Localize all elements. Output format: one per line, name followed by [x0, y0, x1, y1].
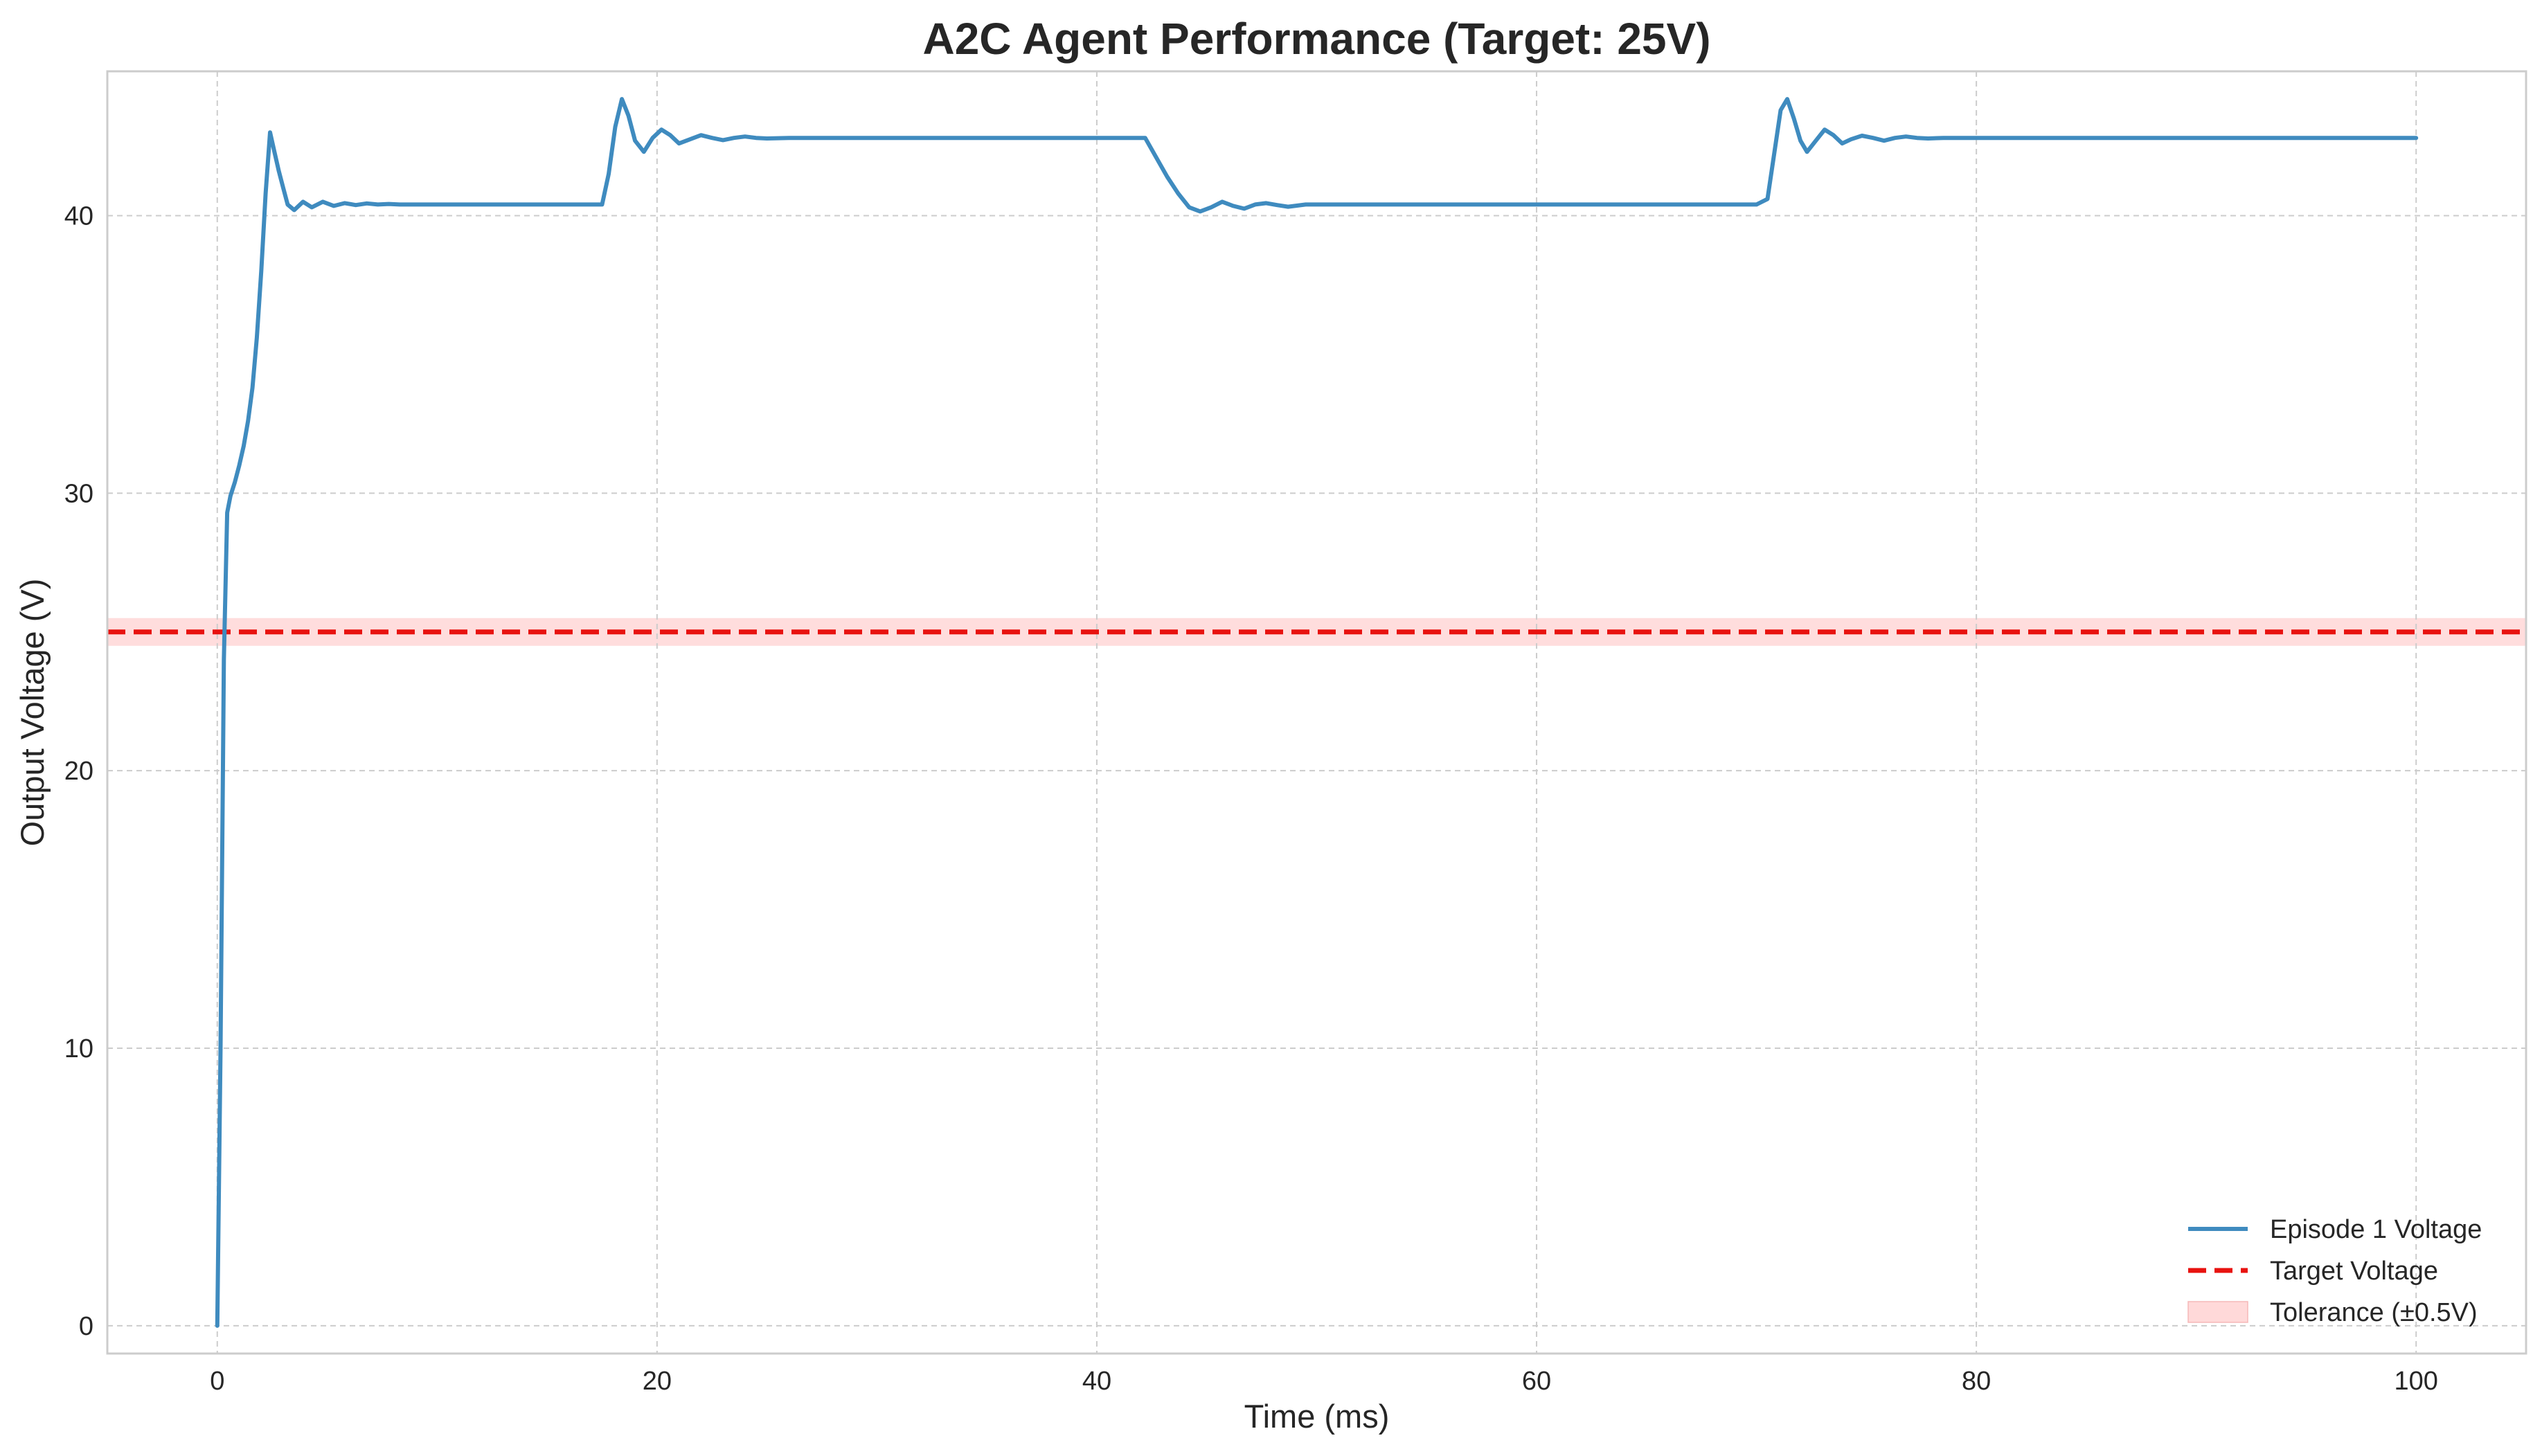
y-tick-label: 20 — [64, 757, 93, 786]
chart-title: A2C Agent Performance (Target: 25V) — [922, 14, 1710, 64]
x-tick-label: 0 — [210, 1367, 224, 1396]
x-tick-label: 60 — [1522, 1367, 1551, 1396]
y-tick-label: 0 — [79, 1312, 93, 1341]
legend-swatch-tolerance — [2187, 1301, 2248, 1323]
legend-label: Tolerance (±0.5V) — [2270, 1298, 2478, 1327]
y-axis-label: Output Voltage (V) — [14, 579, 51, 847]
y-tick-label: 40 — [64, 201, 93, 231]
x-tick-label: 100 — [2395, 1367, 2438, 1396]
x-tick-label: 20 — [643, 1367, 672, 1396]
y-tick-label: 10 — [64, 1034, 93, 1063]
x-tick-label: 80 — [1962, 1367, 1991, 1396]
legend-label: Episode 1 Voltage — [2270, 1215, 2482, 1244]
y-tick-label: 30 — [64, 479, 93, 508]
x-axis-label: Time (ms) — [1244, 1398, 1390, 1435]
legend: Episode 1 Voltage Target Voltage Tolerance… — [2187, 1215, 2482, 1327]
legend-label: Target Voltage — [2270, 1257, 2438, 1286]
x-tick-label: 40 — [1082, 1367, 1111, 1396]
axes-frame — [106, 70, 2527, 1355]
series-line-episode-1 — [215, 97, 2419, 1328]
